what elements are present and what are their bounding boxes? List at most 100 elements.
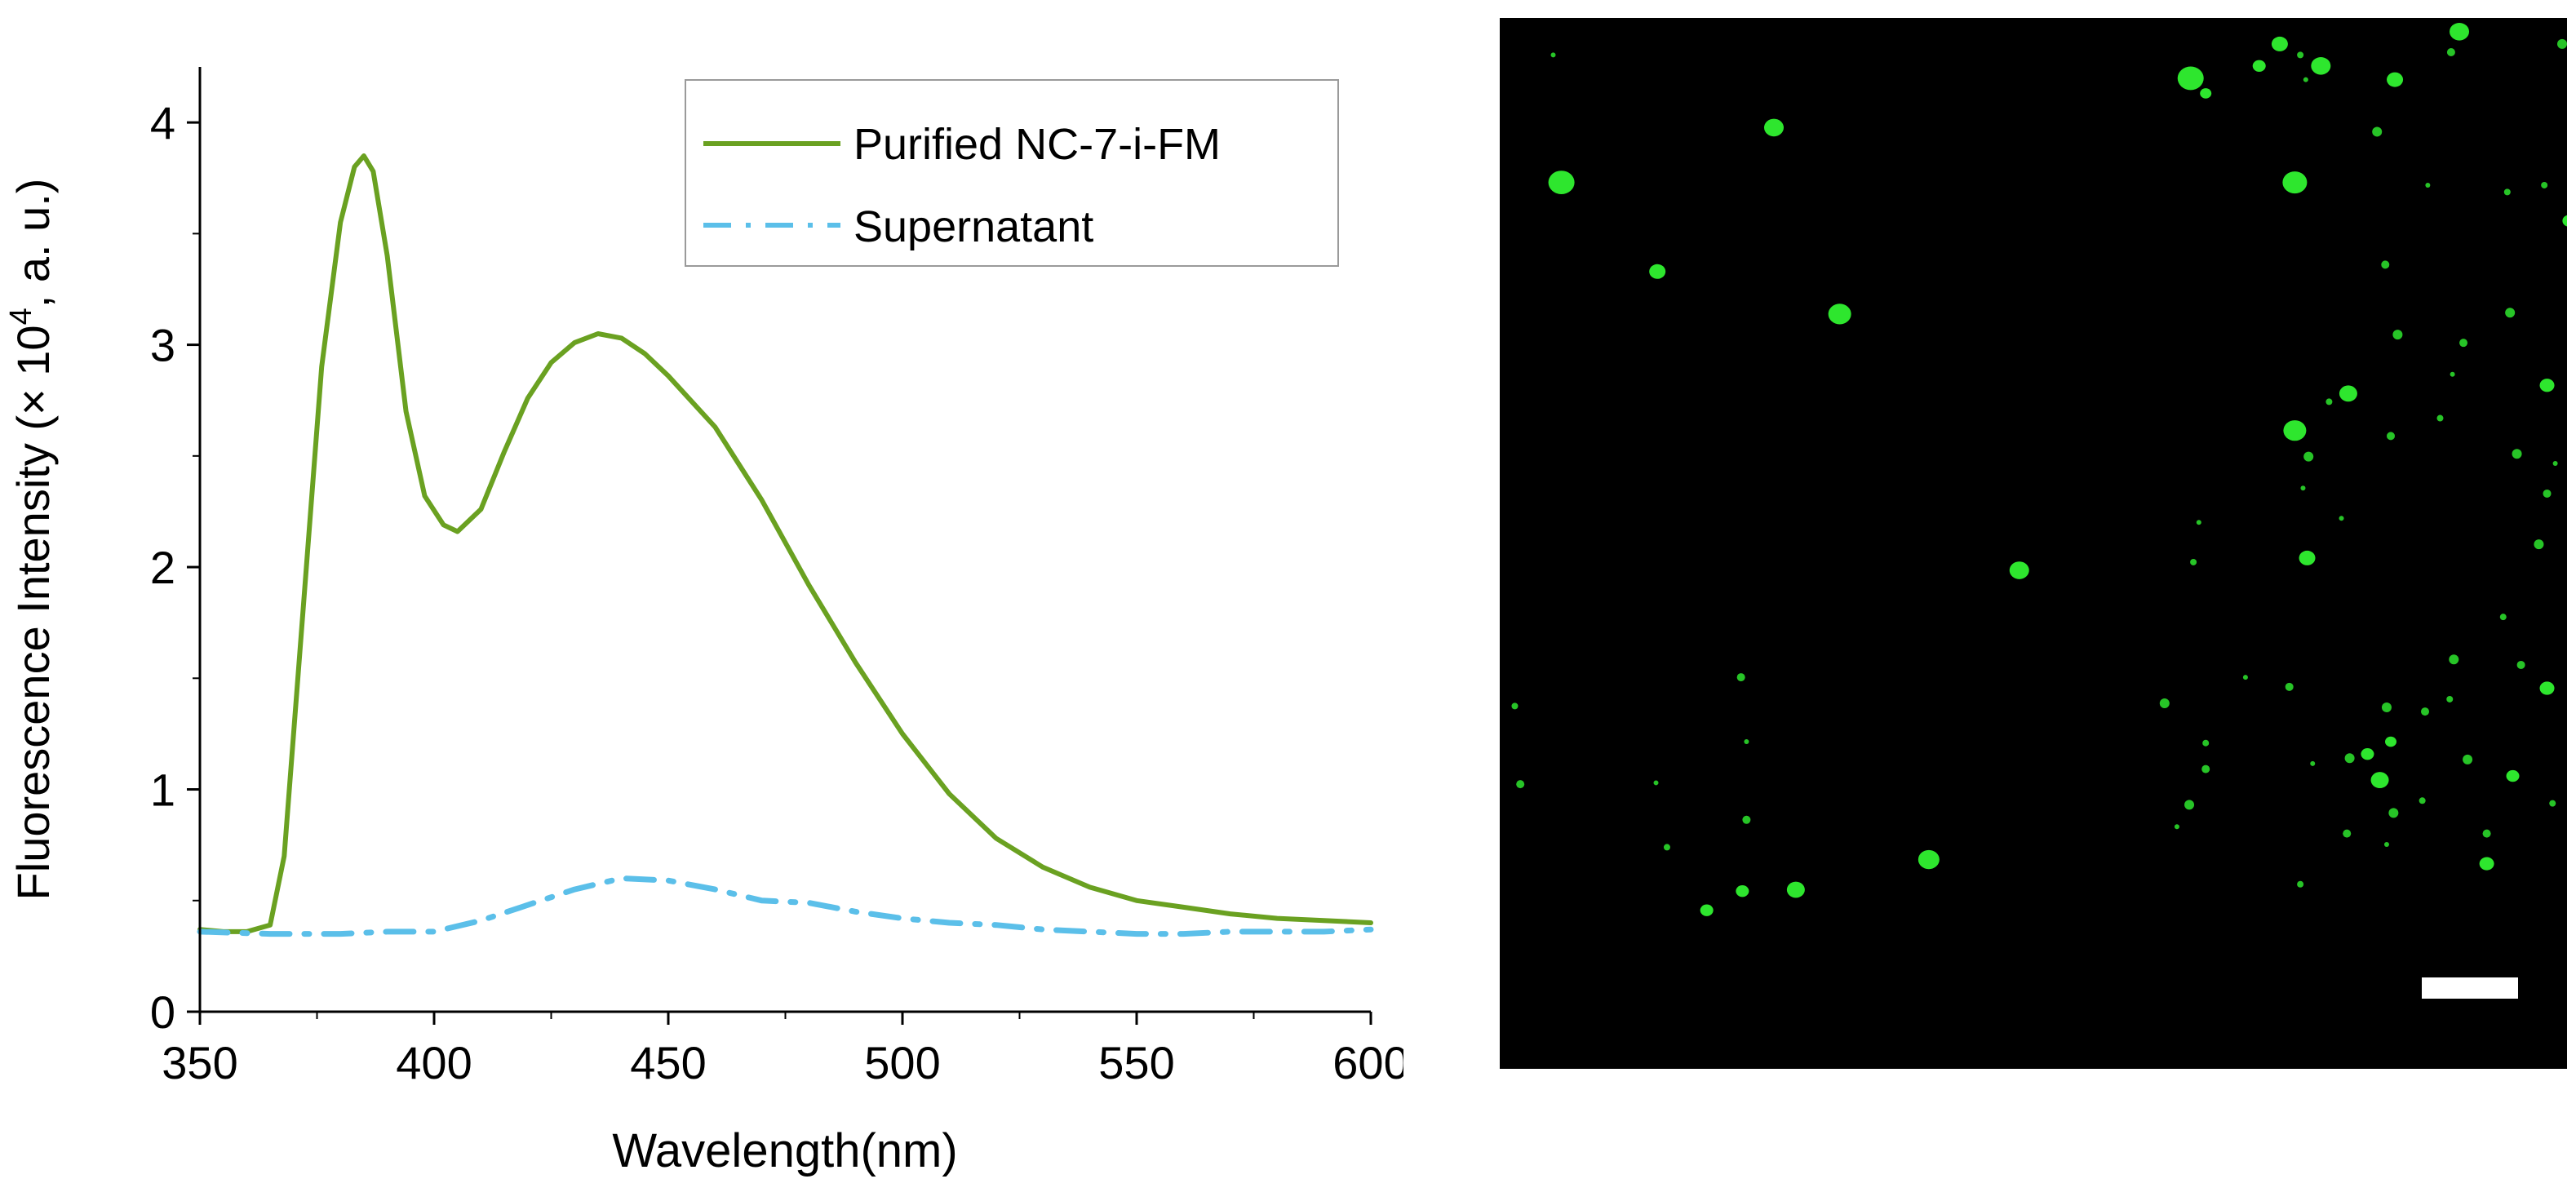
small-fluorescent-spot [2388, 808, 2399, 818]
fluorescent-spot [2387, 72, 2404, 87]
fluorescent-spot [2339, 385, 2357, 402]
small-fluorescent-spot [2482, 829, 2491, 838]
small-fluorescent-spot [2196, 520, 2201, 525]
small-fluorescent-spot [2503, 188, 2511, 196]
x-tick-label: 550 [1098, 1037, 1174, 1088]
small-fluorescent-spot [2450, 371, 2455, 377]
fluorescent-spot [1700, 904, 1714, 916]
small-fluorescent-spot [1550, 52, 1556, 58]
small-fluorescent-spot [2549, 800, 2556, 807]
x-axis-label: Wavelength(nm) [612, 1124, 957, 1177]
x-axis-ticks: 350 400 450 500 550 600 [162, 1012, 1403, 1088]
fluorescent-spot [2177, 66, 2204, 91]
small-fluorescent-spot [2174, 824, 2179, 830]
small-fluorescent-spot [2344, 753, 2355, 764]
small-fluorescent-spot [2300, 485, 2306, 491]
small-fluorescent-spot [2303, 451, 2314, 462]
small-fluorescent-spot [2534, 539, 2544, 550]
small-fluorescent-spot [2202, 739, 2210, 747]
fluorescent-spot [1828, 304, 1851, 325]
small-fluorescent-spot [2541, 181, 2548, 188]
fluorescent-spot [2311, 57, 2331, 75]
fluorescent-spot [2450, 23, 2469, 41]
small-fluorescent-spot [2446, 695, 2454, 702]
small-fluorescent-spot [2499, 614, 2507, 621]
fluorescent-spot [1649, 264, 1666, 279]
small-fluorescent-spot [2516, 660, 2525, 669]
y-tick-label: 0 [150, 986, 175, 1038]
small-fluorescent-spot [1516, 780, 1525, 789]
fluorescent-spot [2200, 88, 2212, 99]
fluorescent-spot [1918, 849, 1940, 870]
small-fluorescent-spot [2436, 414, 2444, 422]
small-fluorescent-spot [2543, 489, 2552, 498]
fluorescent-spot [2283, 420, 2307, 441]
series-line-purified [197, 153, 1373, 934]
legend-label-purified: Purified NC-7-i-FM [853, 120, 1221, 169]
y-axis-label: Fluorescence Intensity (× 104, a. u.) [4, 179, 59, 901]
fluorescent-spot [2252, 60, 2266, 72]
small-fluorescent-spot [2339, 516, 2344, 521]
fluorescent-spot [2009, 561, 2029, 579]
small-fluorescent-spot [1511, 702, 1519, 710]
small-fluorescent-spot [2383, 842, 2389, 848]
small-fluorescent-spot [2285, 682, 2294, 691]
x-tick-label: 450 [630, 1037, 706, 1088]
series-line-supernatant [197, 875, 1374, 937]
small-fluorescent-spot [1736, 673, 1745, 682]
series-layer [197, 153, 1374, 937]
small-fluorescent-spot [2325, 398, 2333, 406]
small-fluorescent-spot [2184, 800, 2195, 810]
small-fluorescent-spot [1742, 815, 1751, 824]
y-tick-label: 2 [150, 542, 175, 593]
small-fluorescent-spot [2242, 675, 2248, 680]
small-fluorescent-spot [2297, 51, 2304, 59]
small-fluorescent-spot [2190, 558, 2197, 565]
small-fluorescent-spot [2505, 308, 2516, 318]
small-fluorescent-spot [2421, 707, 2429, 716]
small-fluorescent-spot [1663, 844, 1670, 851]
small-fluorescent-spot [2446, 48, 2455, 56]
small-fluorescent-spot [1653, 780, 1659, 786]
y-axis-label-exponent: 4 [4, 308, 38, 325]
small-fluorescent-spot [2387, 432, 2395, 441]
y-axis-ticks: 0 1 2 3 4 [150, 97, 200, 1038]
micrograph-spots [1511, 23, 2567, 999]
small-fluorescent-spot [2381, 260, 2390, 269]
small-fluorescent-spot [2463, 754, 2473, 764]
small-fluorescent-spot [2201, 764, 2210, 773]
fluorescent-spot [2370, 772, 2389, 788]
small-fluorescent-spot [2303, 77, 2308, 82]
scale-bar [2422, 977, 2518, 999]
fluorescent-spot [2506, 769, 2520, 782]
x-tick-label: 400 [396, 1037, 472, 1088]
fluorescent-spot [2385, 736, 2396, 747]
legend: Purified NC-7-i-FM Supernatant [685, 79, 1339, 267]
small-fluorescent-spot [2459, 339, 2468, 348]
fluorescence-micrograph [1500, 18, 2567, 1069]
fluorescence-chart: 0 1 2 3 4 350 400 450 500 550 600 Purified NC-7-i… [4, 67, 1403, 1177]
small-fluorescent-spot [2159, 698, 2170, 708]
fluorescent-spot [2479, 857, 2494, 871]
small-fluorescent-spot [2297, 880, 2304, 888]
legend-box [685, 79, 1339, 267]
x-tick-label: 350 [162, 1037, 237, 1088]
fluorescent-spot [1736, 884, 1749, 897]
small-fluorescent-spot [2557, 38, 2567, 49]
small-fluorescent-spot [1744, 739, 1749, 745]
fluorescent-spot [1548, 171, 1575, 195]
micrograph-background [1500, 18, 2567, 1069]
small-fluorescent-spot [2425, 182, 2431, 188]
small-fluorescent-spot [2381, 702, 2392, 713]
small-fluorescent-spot [2552, 461, 2558, 466]
x-tick-label: 600 [1332, 1037, 1403, 1088]
fluorescent-spot [1786, 881, 1805, 898]
legend-label-supernatant: Supernatant [853, 202, 1093, 251]
fluorescent-spot [2562, 215, 2567, 227]
fluorescent-spot [2299, 550, 2316, 565]
fluorescent-spot [2271, 36, 2288, 51]
fluorescent-spot [1764, 118, 1784, 137]
fluorescent-spot [2539, 379, 2555, 392]
fluorescent-spot [2539, 681, 2555, 695]
y-axis-label-suffix: , a. u.) [7, 179, 59, 308]
